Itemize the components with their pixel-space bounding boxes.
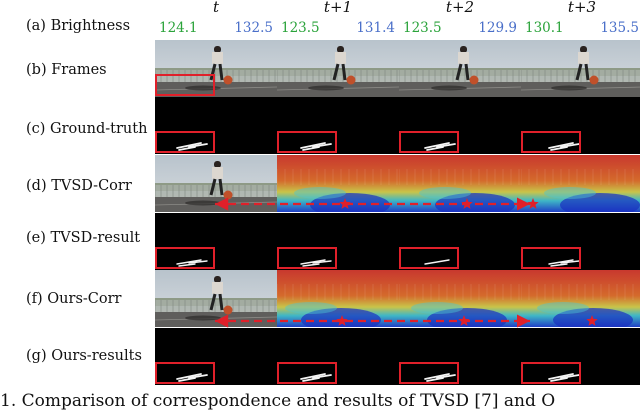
- image-tile: [155, 97, 277, 154]
- column-header: t+2: [445, 0, 475, 16]
- brightness-pair: 123.5 131.4: [277, 19, 399, 37]
- brightness-right-value: 129.9: [478, 20, 517, 36]
- image-tile: [277, 213, 399, 270]
- image-tile: [521, 97, 640, 154]
- brightness-right-value: 131.4: [356, 20, 395, 36]
- image-tile: [277, 40, 399, 97]
- brightness-left-value: 130.1: [525, 20, 564, 36]
- correspondence-star: [336, 315, 348, 326]
- brightness-pair: 123.5 129.9: [399, 19, 521, 37]
- brightness-pair: 124.1 132.5: [155, 19, 277, 37]
- brightness-pair: 130.1 135.5: [521, 19, 640, 37]
- brightness-left-value: 124.1: [159, 20, 198, 36]
- brightness-left-value: 123.5: [281, 20, 320, 36]
- image-tile: [521, 213, 640, 270]
- brightness-left-value: 123.5: [403, 20, 442, 36]
- figure-caption: 1. Comparison of correspondence and resu…: [0, 391, 556, 411]
- correspondence-star: [586, 315, 598, 326]
- correspondence-star: [527, 198, 539, 209]
- image-tile: [521, 155, 640, 212]
- image-tile: [399, 40, 521, 97]
- image-tile: [399, 328, 521, 385]
- brightness-right-value: 132.5: [234, 20, 273, 36]
- image-tile: [277, 328, 399, 385]
- row-label: (g) Ours-results: [26, 348, 142, 364]
- row-label: (f) Ours-Corr: [26, 291, 122, 307]
- correspondence-star: [461, 198, 473, 209]
- row-label: (a) Brightness: [26, 18, 131, 34]
- correspondence-star: [339, 198, 351, 209]
- column-header: t+1: [323, 0, 353, 16]
- brightness-right-value: 135.5: [600, 20, 639, 36]
- image-tile: [399, 97, 521, 154]
- image-tile: [155, 328, 277, 385]
- row-label: (c) Ground-truth: [26, 121, 148, 137]
- image-tile: [521, 270, 640, 327]
- row-label: (d) TVSD-Corr: [26, 178, 132, 194]
- column-header: t+3: [567, 0, 597, 16]
- image-tile: [521, 40, 640, 97]
- image-tile: [155, 213, 277, 270]
- image-tile: [399, 213, 521, 270]
- row-label: (b) Frames: [26, 62, 107, 78]
- image-tile: [277, 97, 399, 154]
- image-tile: [521, 328, 640, 385]
- column-header: t: [212, 0, 220, 16]
- row-label: (e) TVSD-result: [26, 230, 141, 246]
- correspondence-star: [458, 315, 470, 326]
- image-tile: [155, 40, 277, 97]
